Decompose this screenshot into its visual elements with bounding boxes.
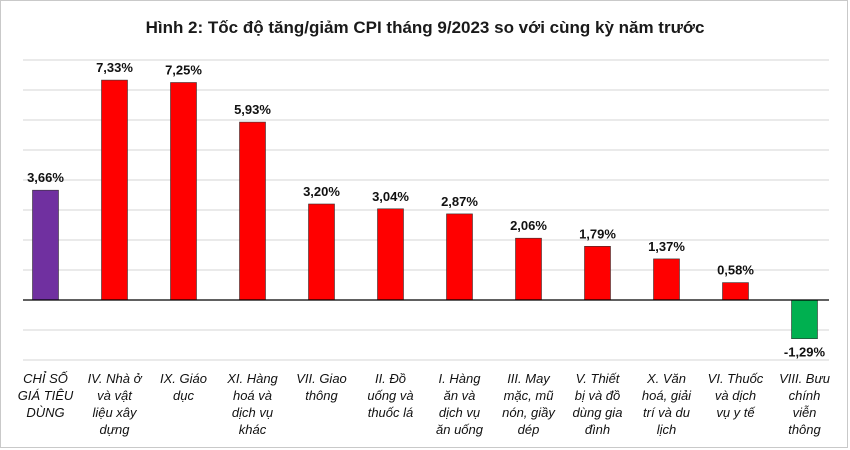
bar: [170, 82, 197, 301]
category-tick-label: X. Văn hoá, giải trí và du lịch: [642, 371, 692, 437]
data-label: 3,20%: [303, 184, 340, 199]
category-tick-label: VIII. Bưu chính viễn thông: [779, 371, 830, 437]
bar: [32, 189, 59, 301]
bar: [101, 79, 128, 301]
data-label: 7,33%: [96, 60, 133, 75]
bar: [446, 213, 473, 301]
category-tick-label: II. Đồ uống và thuốc lá: [367, 371, 413, 420]
category-tick-label: IX. Giáo dục: [160, 371, 207, 403]
category-tick-label: VI. Thuốc và dịch vụ y tế: [708, 371, 764, 420]
category-tick-label: III. May mặc, mũ nón, giầy dép: [502, 371, 556, 437]
bar: [791, 299, 818, 340]
category-tick-label: VII. Giao thông: [296, 371, 347, 403]
chart-title: Hình 2: Tốc độ tăng/giảm CPI tháng 9/202…: [146, 18, 705, 37]
bar: [239, 121, 266, 301]
bar: [584, 246, 611, 301]
category-tick-label: XI. Hàng hoá và dịch vụ khác: [226, 371, 278, 437]
category-labels: CHỈ SỐ GIÁ TIÊU DÙNG IV. Nhà ở và vật liệu xâ…: [18, 371, 830, 437]
category-tick-label: I. Hàng ăn và dịch vụ ăn uống: [436, 371, 484, 437]
data-label: -1,29%: [784, 345, 826, 360]
data-label: 2,06%: [510, 218, 547, 233]
bar: [653, 258, 680, 301]
data-label: 2,87%: [441, 194, 478, 209]
data-label: 0,58%: [717, 263, 754, 278]
bar: [308, 203, 335, 301]
data-label: 7,25%: [165, 63, 202, 78]
data-label: 1,79%: [579, 226, 616, 241]
category-tick-label: CHỈ SỐ GIÁ TIÊU DÙNG: [18, 371, 74, 420]
data-label: 1,37%: [648, 239, 685, 254]
bar: [515, 237, 542, 301]
value-labels: 3,66% 7,33% 7,25% 5,93% 3,20% 3,04% 2,87% 2,06%…: [27, 60, 825, 360]
bar: [722, 282, 749, 301]
data-label: 5,93%: [234, 102, 271, 117]
gridlines: [23, 59, 829, 361]
category-tick-label: V. Thiết bị và đồ dùng gia đình: [573, 371, 623, 437]
category-tick-label: IV. Nhà ở và vật liệu xây dựng: [88, 371, 143, 437]
bar: [377, 208, 404, 301]
data-label: 3,04%: [372, 189, 409, 204]
data-label: 3,66%: [27, 170, 64, 185]
